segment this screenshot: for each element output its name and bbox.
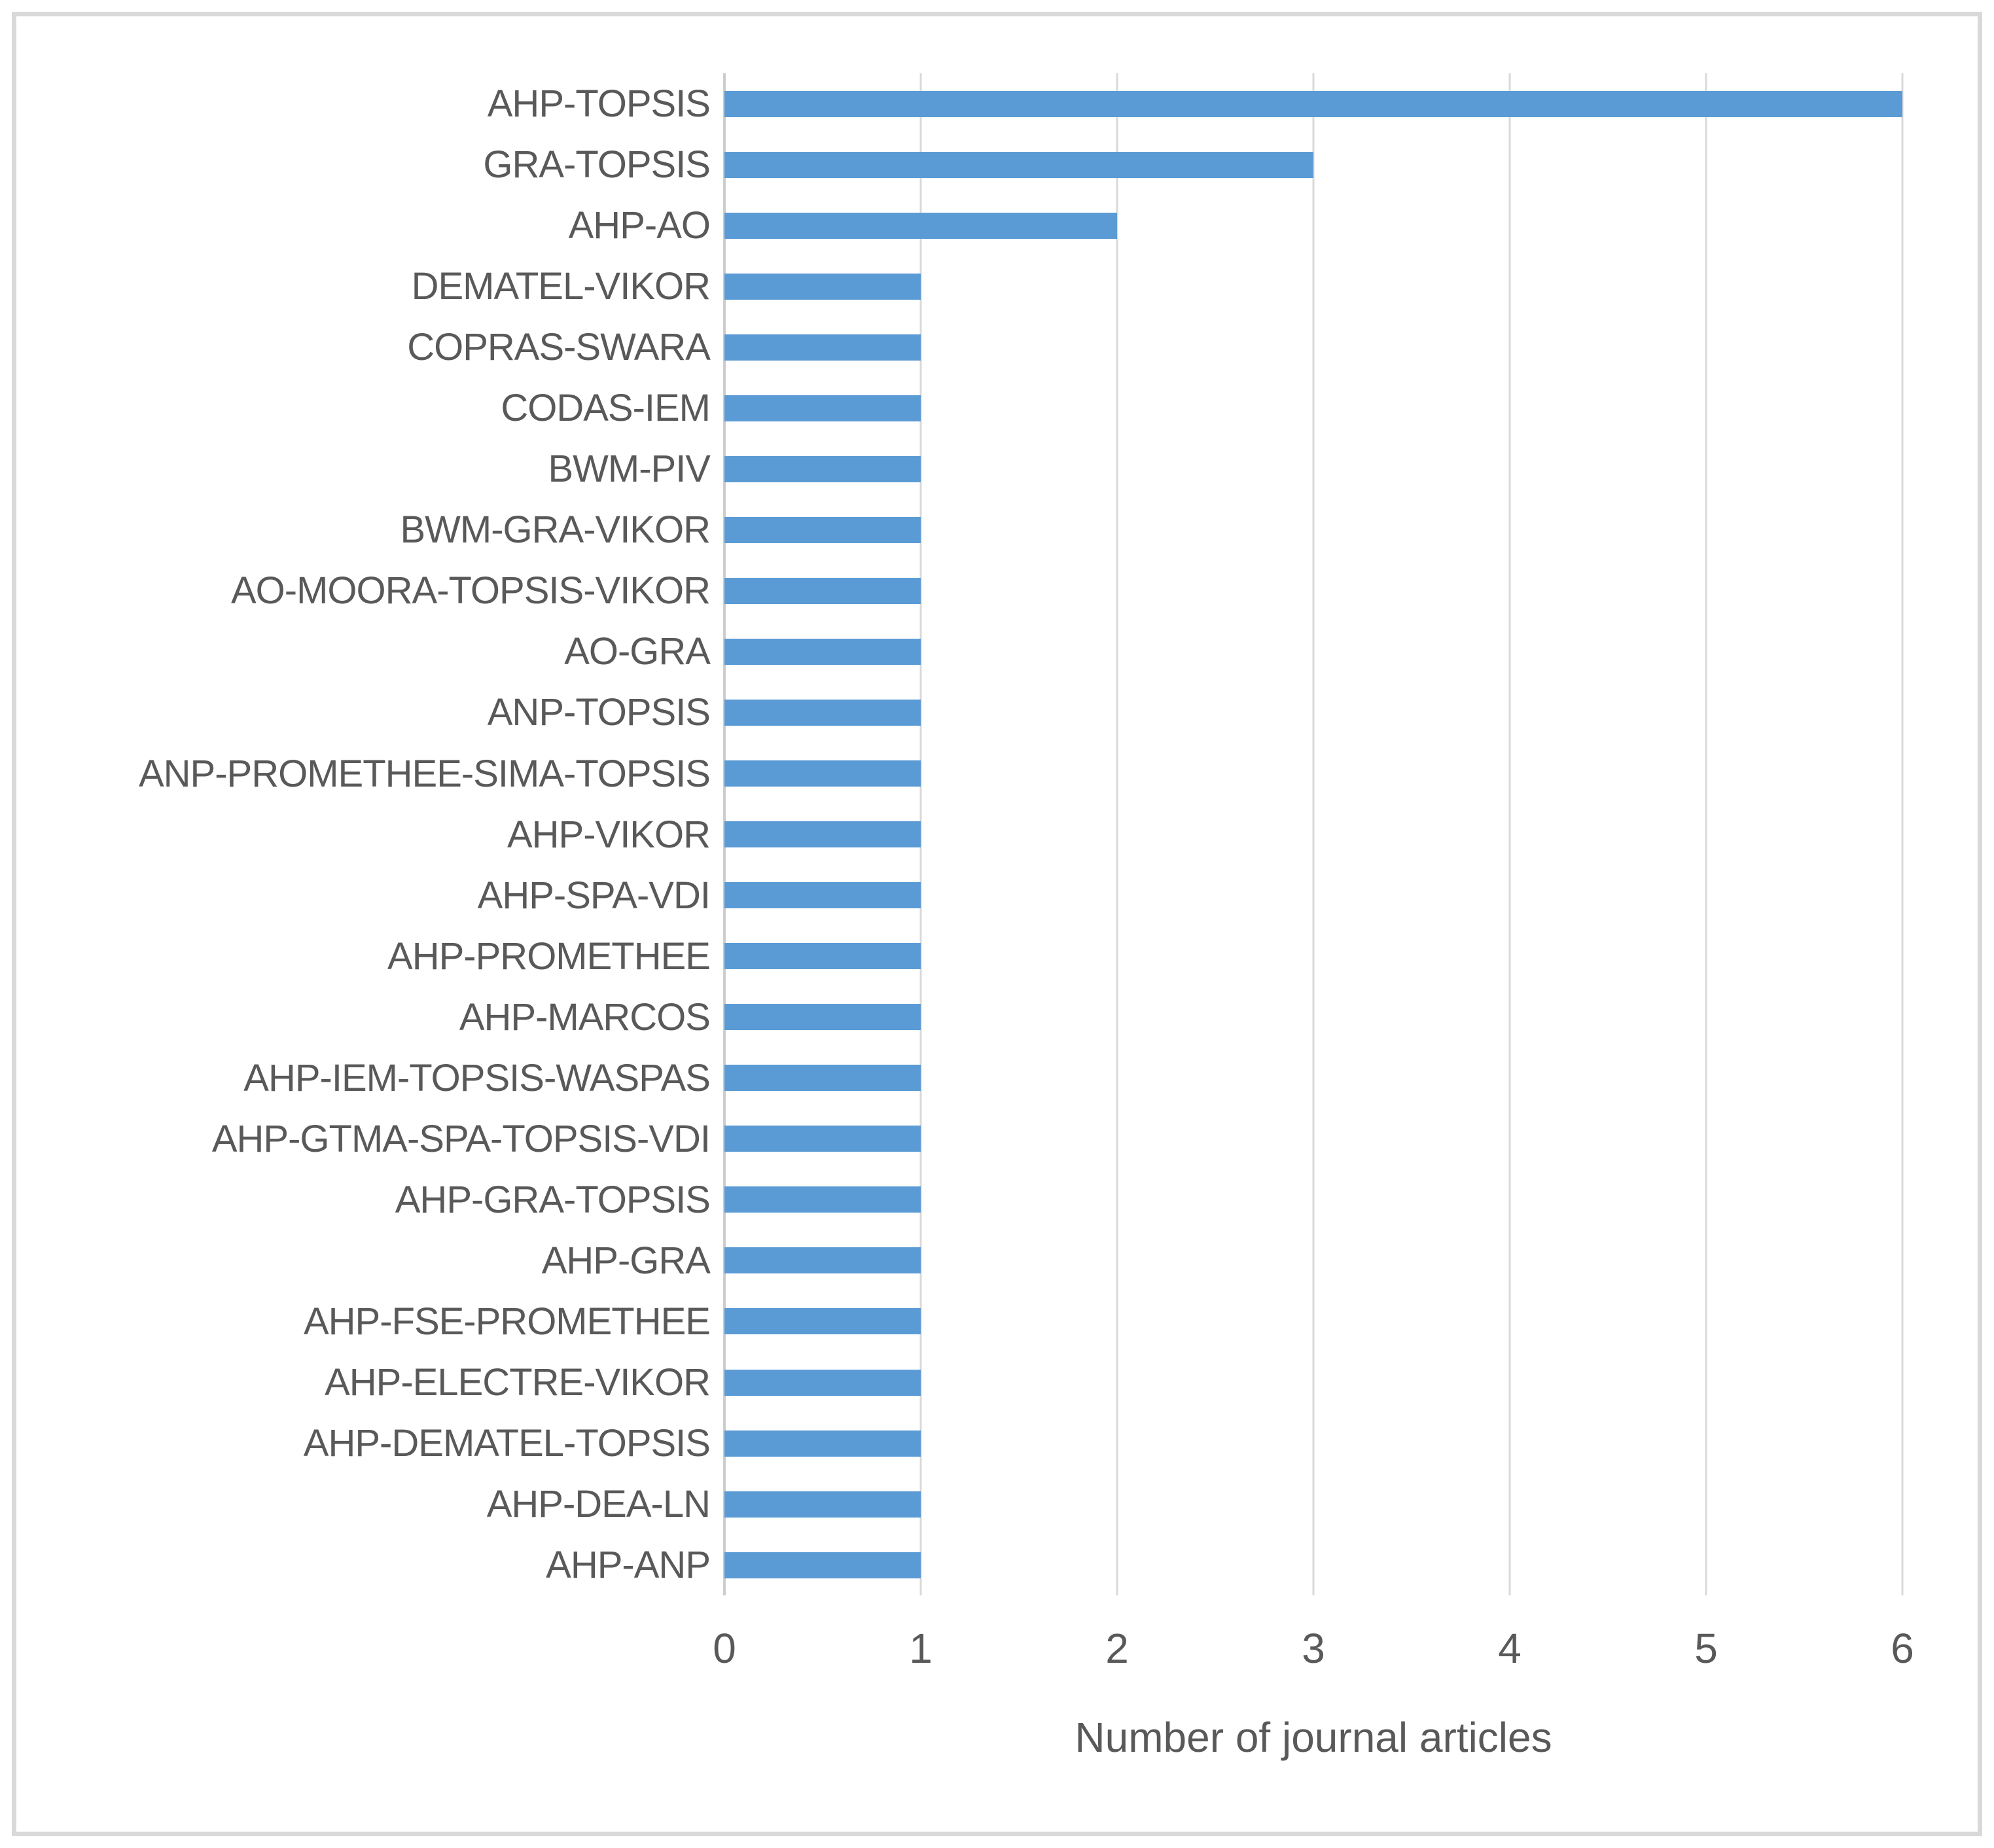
bar-row	[724, 1291, 1902, 1352]
x-tick-label: 6	[1891, 1625, 1914, 1672]
bar	[724, 760, 921, 787]
bar-row	[724, 1413, 1902, 1474]
category-label: DEMATEL-VIKOR	[411, 265, 711, 308]
bar-row	[724, 499, 1902, 560]
category-label: ANP-PROMETHEE-SIMA-TOPSIS	[138, 752, 711, 795]
category-label: AHP-DEMATEL-TOPSIS	[303, 1422, 711, 1465]
category-label: AHP-MARCOS	[459, 995, 711, 1039]
x-tick-label: 0	[713, 1625, 736, 1672]
x-tick-label: 4	[1498, 1625, 1522, 1672]
gridline	[1312, 73, 1315, 1595]
bar-row	[724, 621, 1902, 682]
gridline	[1705, 73, 1707, 1595]
bar-row	[724, 195, 1902, 256]
category-label: AO-GRA	[564, 630, 711, 673]
bar	[724, 334, 921, 361]
bar	[724, 821, 921, 848]
category-label: AHP-PROMETHEE	[387, 934, 711, 978]
category-label: AHP-GRA-TOPSIS	[395, 1178, 711, 1221]
category-label: AHP-AO	[568, 204, 711, 247]
bar	[724, 1308, 921, 1335]
bar	[724, 638, 921, 665]
category-label: AHP-GRA	[541, 1239, 711, 1282]
bar	[724, 1369, 921, 1396]
bar-row	[724, 1109, 1902, 1169]
bar	[724, 395, 921, 421]
category-label: AHP-DEA-LN	[486, 1483, 711, 1526]
category-label: BWM-PIV	[548, 448, 711, 491]
bar-row	[724, 317, 1902, 378]
bar-row	[724, 438, 1902, 499]
x-axis-title: Number of journal articles	[1075, 1714, 1552, 1761]
category-axis-labels: AHP-TOPSIS GRA-TOPSIS AHP-AO DEMATEL-VIKOR C…	[26, 73, 711, 1595]
bar-row	[724, 256, 1902, 317]
bar	[724, 1004, 921, 1031]
bar-row	[724, 926, 1902, 987]
bar-row	[724, 1474, 1902, 1535]
bar-row	[724, 1352, 1902, 1413]
category-label: AHP-IEM-TOPSIS-WASPAS	[243, 1056, 711, 1099]
bar	[724, 882, 921, 909]
bar	[724, 1065, 921, 1092]
bar	[724, 212, 1117, 239]
x-axis-tick-labels: 0 1 2 3 4 5 6	[713, 1624, 1914, 1677]
gridline	[1508, 73, 1511, 1595]
bar-row	[724, 1169, 1902, 1230]
bar	[724, 1247, 921, 1274]
bar-row	[724, 743, 1902, 804]
bar	[724, 1430, 921, 1457]
bar	[724, 1552, 921, 1578]
bar-row	[724, 378, 1902, 438]
category-label: AHP-ELECTRE-VIKOR	[325, 1361, 711, 1404]
category-label: COPRAS-SWARA	[407, 326, 711, 369]
category-label: AHP-SPA-VDI	[477, 874, 711, 917]
bar-row	[724, 1048, 1902, 1109]
plot-area	[723, 73, 1904, 1595]
bar-row	[724, 1230, 1902, 1291]
bar	[724, 151, 1313, 178]
bar-row	[724, 73, 1902, 134]
bar	[724, 273, 921, 300]
category-label: BWM-GRA-VIKOR	[400, 508, 711, 552]
bar	[724, 455, 921, 482]
bar-row	[724, 134, 1902, 195]
bar	[724, 1126, 921, 1152]
bar	[724, 1186, 921, 1213]
bar-series	[724, 73, 1902, 1595]
bar-row	[724, 987, 1902, 1048]
category-label: AHP-VIKOR	[507, 813, 711, 856]
bar-row	[724, 560, 1902, 621]
category-label: CODAS-IEM	[501, 387, 711, 430]
bar	[724, 943, 921, 970]
bar	[724, 1491, 921, 1518]
x-tick-label: 5	[1694, 1625, 1718, 1672]
category-label: ANP-TOPSIS	[487, 691, 711, 734]
category-label: GRA-TOPSIS	[483, 143, 711, 187]
category-label: AHP-TOPSIS	[487, 82, 711, 126]
bar	[724, 516, 921, 543]
gridline	[919, 73, 922, 1595]
x-tick-label: 1	[909, 1625, 933, 1672]
bar-row	[724, 682, 1902, 743]
bar-row	[724, 865, 1902, 926]
x-tick-label: 3	[1302, 1625, 1325, 1672]
gridline	[1901, 73, 1904, 1595]
category-label: AHP-FSE-PROMETHEE	[303, 1300, 711, 1343]
bar-row	[724, 804, 1902, 865]
bar	[724, 90, 1902, 117]
bar	[724, 577, 921, 604]
gridline	[1116, 73, 1118, 1595]
category-label: AHP-GTMA-SPA-TOPSIS-VDI	[211, 1117, 711, 1160]
category-label: AHP-ANP	[546, 1544, 711, 1587]
category-label: AO-MOORA-TOPSIS-VIKOR	[230, 569, 711, 613]
x-tick-label: 2	[1105, 1625, 1129, 1672]
bar-row	[724, 1535, 1902, 1595]
bar	[724, 699, 921, 726]
